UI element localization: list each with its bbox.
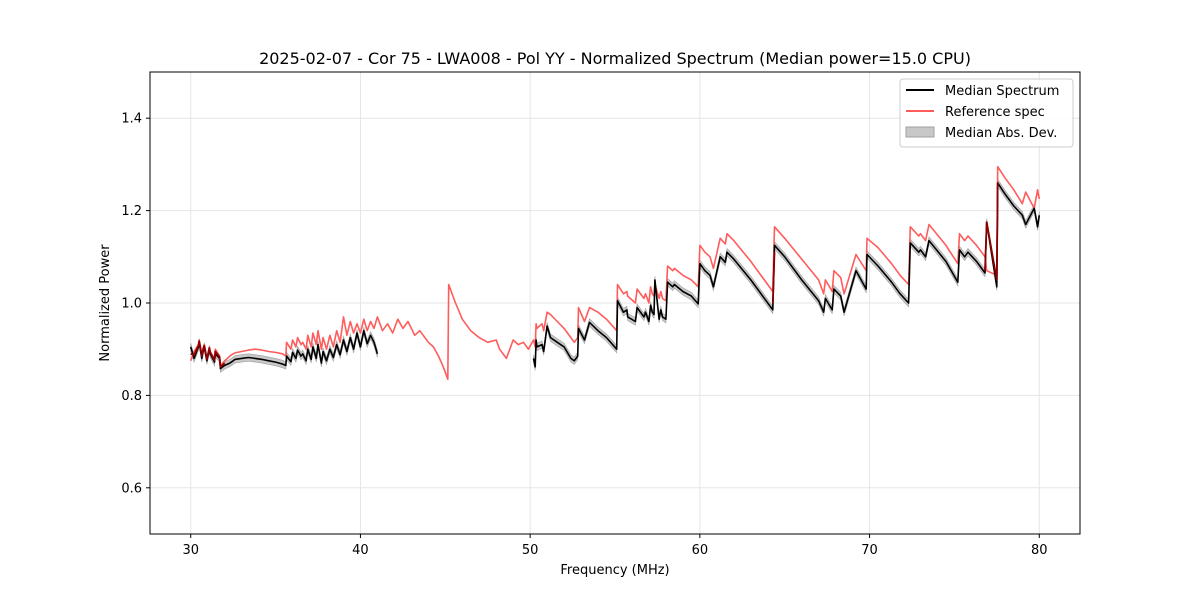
legend: Median Spectrum Reference spec Median Ab… [899, 78, 1074, 148]
legend-reference-label: Reference spec [945, 105, 1045, 120]
overlap-region-line [190, 340, 226, 368]
x-tick-label: 60 [692, 543, 709, 558]
x-tick-label: 40 [352, 543, 369, 558]
x-tick-label: 70 [861, 543, 878, 558]
chart-title: 2025-02-07 - Cor 75 - LWA008 - Pol YY - … [259, 49, 971, 68]
x-axis-label: Frequency (MHz) [560, 563, 669, 578]
y-tick-label: 0.6 [121, 481, 142, 496]
legend-median-label: Median Spectrum [945, 84, 1059, 99]
y-tick-label: 1.2 [121, 204, 142, 219]
median-spectrum-line [532, 182, 1041, 368]
x-tick-label: 50 [522, 543, 539, 558]
legend-box [899, 78, 1074, 148]
overlap-region-line [984, 182, 999, 281]
y-tick-label: 0.8 [121, 389, 142, 404]
x-tick-label: 80 [1031, 543, 1048, 558]
plot-area [189, 165, 1041, 380]
mad-band [190, 326, 378, 373]
x-tick-label: 30 [182, 543, 199, 558]
y-tick-label: 1.0 [121, 297, 142, 312]
legend-mad-swatch [905, 126, 935, 138]
legend-mad-label: Median Abs. Dev. [945, 126, 1057, 141]
x-axis: 30 40 50 60 70 80 [182, 534, 1048, 558]
y-axis: 0.6 0.8 1.0 1.2 1.4 [121, 112, 150, 496]
y-tick-label: 1.4 [121, 112, 142, 127]
overlap-region-line [771, 252, 776, 304]
reference-spectrum-line [189, 165, 1041, 380]
y-axis-label: Normalized Power [98, 244, 113, 362]
